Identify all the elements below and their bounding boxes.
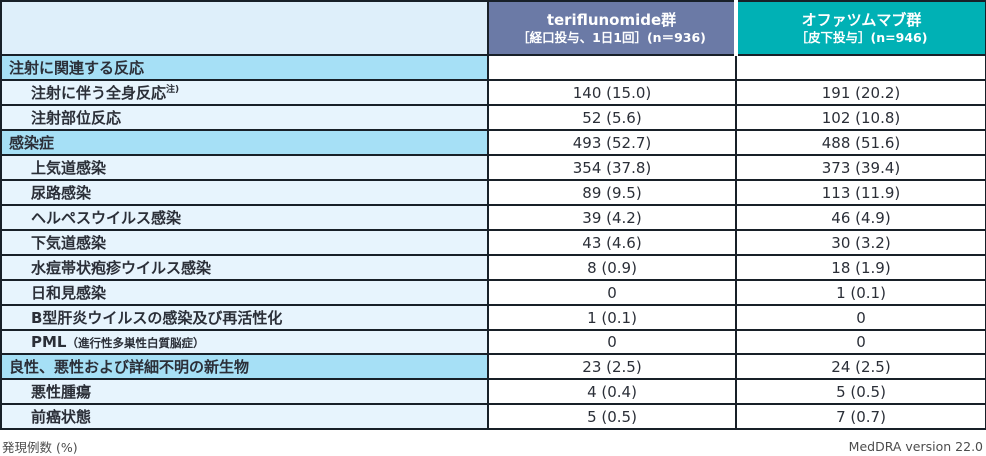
teriflunomide-value-cell: 89 (9.5) [487,179,737,206]
ofatumumab-value-cell [735,54,986,81]
row-label-cell: 感染症 [0,129,489,156]
teriflunomide-group-subtitle: ［経口投与、1日1回］(n＝936) [517,29,706,45]
table-row-injection-related-reactions: 注射に関連する反応 [0,54,986,81]
ofatumumab-column-header: オファツムマブ群 ［皮下投与］(n=946) [734,0,986,56]
teriflunomide-value-cell: 140 (15.0) [487,79,737,106]
table-footer: 発現例数 (%) MedDRA version 22.0 [0,437,985,456]
table-row-precancerous-condition: 前癌状態 5 (0.5) 7 (0.7) [0,403,986,430]
table-row-injection-site-reaction: 注射部位反応 52 (5.6) 102 (10.8) [0,104,986,131]
ofatumumab-value-cell: 0 [735,329,986,355]
row-label-cell: 下気道感染 [0,229,489,256]
table-row-herpes-virus-infection: ヘルペスウイルス感染 39 (4.2) 46 (4.9) [0,204,986,231]
incidence-unit-note: 発現例数 (%) [2,440,78,455]
teriflunomide-value-cell: 52 (5.6) [487,104,737,131]
ofatumumab-value-cell: 46 (4.9) [735,204,986,231]
row-label-text: PML [31,333,67,351]
row-label-cell: 悪性腫瘍 [0,378,489,405]
table-row-neoplasms: 良性、悪性および詳細不明の新生物 23 (2.5) 24 (2.5) [0,353,986,380]
header-row: teriflunomide群 ［経口投与、1日1回］(n＝936) オファツムマ… [0,0,986,56]
ofatumumab-value-cell: 7 (0.7) [735,403,986,430]
ofatumumab-value-cell: 5 (0.5) [735,378,986,405]
ofatumumab-value-cell: 0 [735,304,986,331]
row-label-parenthetical: （進行性多巣性白質脳症） [66,336,205,350]
row-label-text: 注射に伴う全身反応 [31,84,167,102]
ofatumumab-group-title: オファツムマブ群 [801,10,922,29]
row-label-cell: 水痘帯状疱疹ウイルス感染 [0,254,489,281]
table-row-pml: PML（進行性多巣性白質脳症） 0 0 [0,329,986,355]
row-label-cell: 良性、悪性および詳細不明の新生物 [0,353,489,380]
teriflunomide-value-cell: 4 (0.4) [487,378,737,405]
teriflunomide-value-cell: 354 (37.8) [487,154,737,181]
teriflunomide-value-cell: 1 (0.1) [487,304,737,331]
teriflunomide-value-cell: 23 (2.5) [487,353,737,380]
teriflunomide-value-cell: 8 (0.9) [487,254,737,281]
row-label-cell: B型肝炎ウイルスの感染及び再活性化 [0,304,489,331]
teriflunomide-value-cell: 5 (0.5) [487,403,737,430]
teriflunomide-value-cell: 0 [487,329,737,355]
table-row-systemic-injection-reaction: 注射に伴う全身反応注) 140 (15.0) 191 (20.2) [0,79,986,106]
ofatumumab-value-cell: 24 (2.5) [735,353,986,380]
teriflunomide-value-cell: 39 (4.2) [487,204,737,231]
teriflunomide-group-title: teriflunomide群 [546,10,677,29]
corner-header-cell [0,0,489,56]
ofatumumab-value-cell: 18 (1.9) [735,254,986,281]
row-label-cell: ヘルペスウイルス感染 [0,204,489,231]
teriflunomide-value-cell: 0 [487,279,737,306]
ofatumumab-value-cell: 30 (3.2) [735,229,986,256]
teriflunomide-value-cell: 493 (52.7) [487,129,737,156]
table-row-infections: 感染症 493 (52.7) 488 (51.6) [0,129,986,156]
ofatumumab-group-subtitle: ［皮下投与］(n=946) [795,29,928,45]
table-header: teriflunomide群 ［経口投与、1日1回］(n＝936) オファツムマ… [0,0,986,56]
row-label-cell: 注射部位反応 [0,104,489,131]
meddra-version-note: MedDRA version 22.0 [848,439,983,454]
table-row-malignant-tumor: 悪性腫瘍 4 (0.4) 5 (0.5) [0,378,986,405]
row-label-cell: 日和見感染 [0,279,489,306]
teriflunomide-value-cell: 43 (4.6) [487,229,737,256]
table-row-opportunistic-infection: 日和見感染 0 1 (0.1) [0,279,986,306]
table-row-upper-respiratory-infection: 上気道感染 354 (37.8) 373 (39.4) [0,154,986,181]
teriflunomide-value-cell [487,54,737,81]
ofatumumab-value-cell: 113 (11.9) [735,179,986,206]
row-label-cell: 注射に関連する反応 [0,54,489,81]
row-label-cell: 前癌状態 [0,403,489,430]
table-row-lower-respiratory-infection: 下気道感染 43 (4.6) 30 (3.2) [0,229,986,256]
table-row-varicella-zoster-infection: 水痘帯状疱疹ウイルス感染 8 (0.9) 18 (1.9) [0,254,986,281]
table-row-urinary-tract-infection: 尿路感染 89 (9.5) 113 (11.9) [0,179,986,206]
adverse-events-table: teriflunomide群 ［経口投与、1日1回］(n＝936) オファツムマ… [0,0,986,430]
row-label-cell: 尿路感染 [0,179,489,206]
table-row-hepatitis-b-reactivation: B型肝炎ウイルスの感染及び再活性化 1 (0.1) 0 [0,304,986,331]
row-label-cell: 注射に伴う全身反応注) [0,79,489,106]
ofatumumab-value-cell: 1 (0.1) [735,279,986,306]
ofatumumab-value-cell: 191 (20.2) [735,79,986,106]
ofatumumab-value-cell: 488 (51.6) [735,129,986,156]
ofatumumab-value-cell: 373 (39.4) [735,154,986,181]
teriflunomide-column-header: teriflunomide群 ［経口投与、1日1回］(n＝936) [487,0,737,56]
row-label-cell: PML（進行性多巣性白質脳症） [0,329,489,355]
row-label-cell: 上気道感染 [0,154,489,181]
ofatumumab-value-cell: 102 (10.8) [735,104,986,131]
table-body: 注射に関連する反応 注射に伴う全身反応注) 140 (15.0) 191 (20… [0,54,986,430]
footnote-marker: 注) [166,85,180,95]
